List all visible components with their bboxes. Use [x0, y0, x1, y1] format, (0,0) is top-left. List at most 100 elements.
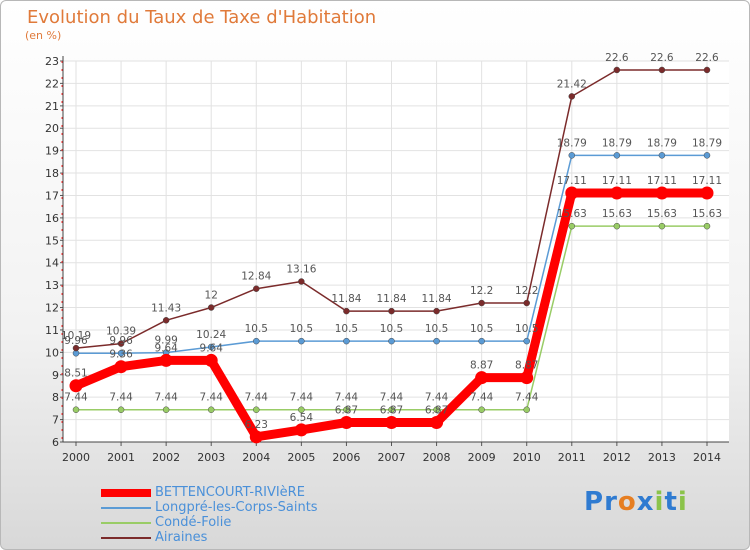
data-label: 7.44 — [64, 392, 88, 404]
data-label: 10.24 — [196, 329, 226, 341]
data-label: 10.19 — [61, 330, 91, 342]
x-tick-label: 2013 — [648, 451, 676, 464]
data-label: 9.64 — [154, 342, 178, 354]
y-tick-label: 23 — [45, 55, 59, 68]
data-label: 11.84 — [422, 293, 452, 305]
y-tick-label: 16 — [45, 212, 59, 225]
chart-title: Evolution du Taux de Taxe d'Habitation — [27, 7, 377, 28]
legend-label-bettencourt: BETTENCOURT-RIVIèRE — [155, 485, 305, 500]
data-point — [207, 406, 215, 413]
data-label: 7.44 — [335, 392, 359, 404]
data-point — [478, 337, 485, 345]
data-point — [298, 337, 305, 345]
data-point — [613, 66, 621, 74]
data-point — [72, 344, 80, 352]
data-label: 6.87 — [380, 405, 403, 417]
data-point — [69, 379, 83, 393]
data-label: 10.5 — [380, 323, 403, 335]
data-label: 17.11 — [557, 175, 587, 187]
y-tick-label: 14 — [45, 257, 59, 270]
logo-letter: t — [664, 487, 678, 517]
data-label: 18.79 — [692, 137, 722, 149]
data-label: 18.79 — [557, 137, 587, 149]
data-label: 8.87 — [515, 360, 538, 372]
data-label: 7.44 — [154, 392, 178, 404]
data-label: 6.54 — [290, 412, 314, 424]
data-label: 13.16 — [286, 264, 316, 276]
data-point — [72, 406, 80, 413]
data-label: 17.11 — [647, 175, 677, 187]
y-tick-label: 15 — [45, 234, 59, 247]
legend-item-longpre: Longpré-les-Corps-Saints — [101, 500, 318, 515]
data-label: 9.64 — [200, 342, 224, 354]
data-point — [253, 285, 260, 292]
data-point — [478, 299, 485, 307]
y-tick-label: 8 — [52, 391, 59, 404]
legend-swatch-airaines — [101, 536, 151, 539]
data-label: 7.44 — [200, 392, 224, 404]
data-label: 7.44 — [470, 392, 494, 404]
x-tick-label: 2011 — [558, 451, 586, 464]
data-point — [388, 307, 395, 315]
data-point — [249, 430, 263, 444]
data-label: 10.5 — [515, 323, 538, 335]
x-tick-label: 2006 — [332, 451, 360, 464]
data-label: 15.63 — [692, 208, 722, 220]
data-point — [388, 337, 395, 345]
logo-letter: i — [654, 487, 665, 517]
x-tick-label: 2014 — [693, 451, 721, 464]
y-tick-label: 13 — [45, 279, 59, 292]
y-tick-label: 7 — [52, 414, 59, 427]
y-tick-label: 21 — [45, 100, 59, 113]
data-label: 6.87 — [335, 405, 358, 417]
data-label: 12.84 — [241, 271, 271, 283]
data-label: 10.5 — [425, 323, 448, 335]
legend-swatch-conde — [101, 521, 151, 524]
data-label: 22.6 — [695, 52, 719, 64]
data-point — [204, 353, 218, 367]
data-point — [565, 186, 579, 200]
data-point — [658, 222, 666, 230]
data-point — [385, 416, 398, 430]
y-tick-label: 22 — [45, 77, 59, 90]
x-tick-label: 2000 — [62, 451, 90, 464]
y-tick-label: 17 — [45, 189, 59, 202]
x-tick-label: 2012 — [603, 451, 631, 464]
data-point — [655, 186, 669, 200]
data-point — [343, 337, 350, 345]
data-point — [610, 186, 624, 200]
data-label: 7.44 — [380, 392, 404, 404]
logo-letter: o — [617, 487, 637, 517]
data-point — [343, 406, 350, 413]
data-label: 11.43 — [151, 302, 181, 314]
data-label: 11.84 — [376, 293, 406, 305]
data-point — [298, 406, 305, 413]
y-tick-label: 18 — [45, 167, 59, 180]
logo-letter: P — [584, 487, 605, 517]
x-tick-label: 2002 — [152, 451, 180, 464]
data-label: 12.2 — [470, 285, 493, 297]
data-label: 12 — [205, 290, 218, 302]
legend-swatch-longpre — [101, 506, 151, 509]
data-label: 6.23 — [245, 419, 268, 431]
data-point — [207, 343, 215, 351]
data-label: 10.5 — [245, 323, 268, 335]
data-point — [478, 406, 485, 413]
data-label: 17.11 — [602, 175, 632, 187]
data-label: 8.87 — [470, 360, 493, 372]
x-tick-label: 2001 — [107, 451, 135, 464]
logo-letter: x — [636, 487, 655, 517]
x-tick-label: 2003 — [197, 451, 225, 464]
logo-letter: r — [604, 487, 618, 517]
data-point — [388, 406, 395, 413]
data-label: 7.44 — [515, 392, 539, 404]
data-point — [703, 222, 711, 230]
data-point — [253, 337, 260, 345]
data-label: 10.39 — [106, 326, 136, 338]
data-point — [613, 222, 621, 230]
data-label: 9.36 — [109, 349, 133, 361]
data-label: 21.42 — [557, 78, 587, 90]
legend-swatch-bettencourt — [101, 488, 151, 497]
legend-label-longpre: Longpré-les-Corps-Saints — [155, 500, 318, 515]
